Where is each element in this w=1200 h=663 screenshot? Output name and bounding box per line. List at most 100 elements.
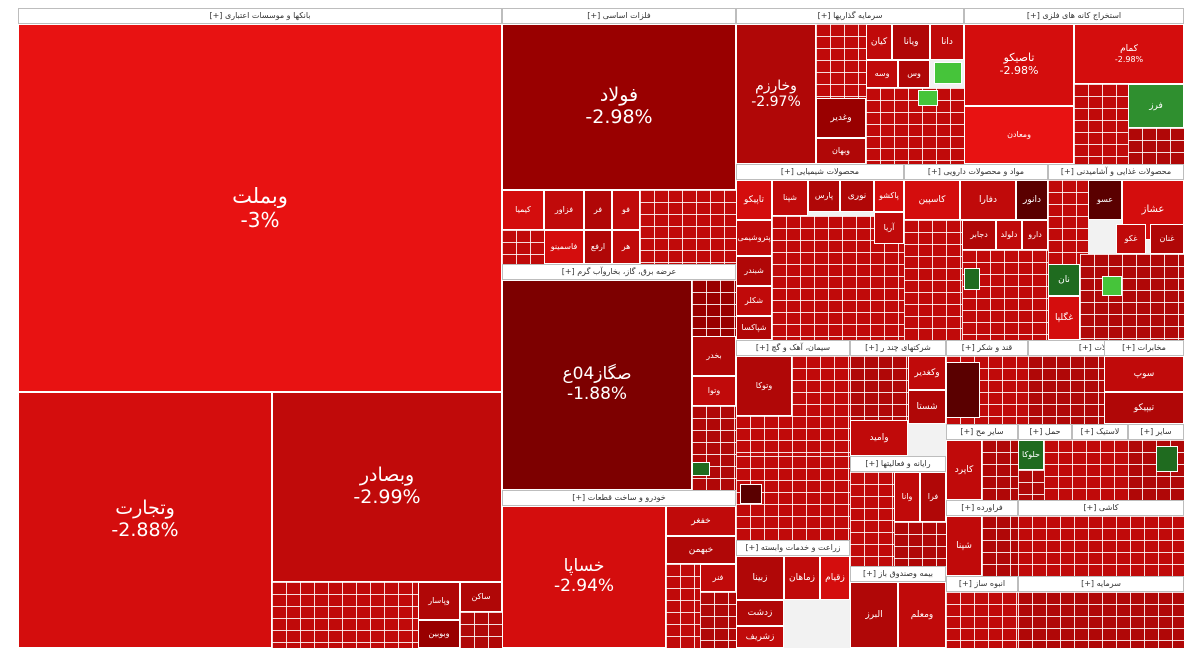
stock-tile[interactable]: وتوکا xyxy=(736,356,792,416)
stock-tile[interactable]: فو xyxy=(612,190,640,230)
sector-header[interactable]: فراورده [+] xyxy=(946,500,1018,516)
stock-tile[interactable]: تیپیکو xyxy=(1104,392,1184,424)
stock-tile[interactable]: فنر xyxy=(700,564,736,592)
stock-tile[interactable]: دارو xyxy=(1022,220,1048,250)
sector-header[interactable]: بیمه وصندوق باز [+] xyxy=(850,566,946,582)
sector-header[interactable]: محصولات غذایی و آشامیدنی [+] xyxy=(1048,164,1184,180)
sector-header[interactable]: مواد و محصولات دارویی [+] xyxy=(904,164,1048,180)
stock-tile[interactable]: پارس xyxy=(808,180,840,212)
minor-stock-tile[interactable] xyxy=(1156,446,1178,472)
stock-tile[interactable]: دفارا xyxy=(960,180,1016,220)
stock-tile[interactable]: فر xyxy=(584,190,612,230)
stock-tile[interactable]: بخدر xyxy=(692,336,736,376)
stock-tile[interactable]: دلولد xyxy=(996,220,1022,250)
stock-tile[interactable]: وبهان xyxy=(816,138,866,164)
stock-tile[interactable]: وتجارت -2.88% xyxy=(18,392,272,648)
sector-header[interactable]: فلزات اساسی [+] xyxy=(502,8,736,24)
stock-tile[interactable]: فزاور xyxy=(544,190,584,230)
stock-tile[interactable]: فاسمینو xyxy=(544,230,584,264)
stock-tile[interactable]: وبوبین xyxy=(418,620,460,648)
stock-tile[interactable]: وکغدیر xyxy=(908,356,946,390)
stock-tile[interactable]: وانا xyxy=(894,472,920,522)
minor-stock-tile[interactable] xyxy=(692,462,710,476)
sector-header[interactable]: سرمایه گذاریها [+] xyxy=(736,8,964,24)
sector-header[interactable]: قند و شکر [+] xyxy=(946,340,1028,356)
stock-tile[interactable]: دانور xyxy=(1016,180,1048,220)
stock-tile[interactable]: کیمیا xyxy=(502,190,544,230)
stock-tile[interactable]: وس xyxy=(898,60,930,88)
stock-tile[interactable]: البرز xyxy=(850,582,898,648)
sector-header[interactable]: حمل [+] xyxy=(1018,424,1072,440)
sector-header[interactable]: عرضه برق، گاز، بخاروآب گرم [+] xyxy=(502,264,736,280)
stock-tile[interactable]: خساپا -2.94% xyxy=(502,506,666,648)
stock-tile[interactable]: فرز xyxy=(1128,84,1184,128)
sector-header[interactable]: خودرو و ساخت قطعات [+] xyxy=(502,490,736,506)
stock-tile[interactable]: نوری xyxy=(840,180,874,212)
stock-tile[interactable]: زدشت xyxy=(736,600,784,626)
sector-header[interactable]: شرکتهای چند ر [+] xyxy=(850,340,946,356)
minor-stock-tile[interactable] xyxy=(918,90,938,106)
stock-tile[interactable]: وغدیر xyxy=(816,98,866,138)
stock-tile[interactable]: زماهان xyxy=(784,556,820,600)
sector-header[interactable]: سیمان، آهک و گچ [+] xyxy=(736,340,850,356)
stock-tile[interactable]: وامید xyxy=(850,420,908,456)
minor-stock-tile[interactable] xyxy=(964,268,980,290)
stock-tile[interactable]: وسه xyxy=(866,60,898,88)
sector-header[interactable]: مخابرات [+] xyxy=(1104,340,1184,356)
stock-tile[interactable]: شپنا xyxy=(772,180,808,216)
minor-stock-tile[interactable] xyxy=(740,484,762,504)
stock-tile[interactable]: تاپیکو xyxy=(736,180,772,220)
stock-tile[interactable]: وبملت -3% xyxy=(18,24,502,392)
stock-tile[interactable]: زقیام xyxy=(820,556,850,600)
sector-header[interactable]: لاستیک [+] xyxy=(1072,424,1128,440)
stock-tile[interactable]: ویانا xyxy=(892,24,930,60)
stock-tile[interactable]: کمام -2.98% xyxy=(1074,24,1184,84)
sector-header[interactable]: بانکها و موسسات اعتباری [+] xyxy=(18,8,502,24)
sector-header[interactable]: سرمایه [+] xyxy=(1018,576,1184,592)
stock-tile[interactable]: شکلر xyxy=(736,286,772,316)
stock-tile[interactable]: کاسپین xyxy=(904,180,960,220)
stock-tile[interactable]: ومعلم xyxy=(898,582,946,648)
sector-header[interactable]: زراعت و خدمات وابسته [+] xyxy=(736,540,850,556)
sector-header[interactable]: سایر [+] xyxy=(1128,424,1184,440)
stock-tile[interactable]: ارفع xyxy=(584,230,612,264)
stock-tile[interactable]: آریا xyxy=(874,212,904,244)
stock-tile[interactable]: غنان xyxy=(1150,224,1184,254)
stock-tile[interactable]: حلوکا xyxy=(1018,440,1044,470)
stock-tile[interactable]: کاپرد xyxy=(946,440,982,500)
stock-tile[interactable]: ساکن xyxy=(460,582,502,612)
stock-tile[interactable]: خفغر xyxy=(666,506,736,536)
stock-tile[interactable]: ومعادن xyxy=(964,106,1074,164)
sector-header[interactable]: محصولات شیمیایی [+] xyxy=(736,164,904,180)
minor-stock-tile[interactable] xyxy=(946,362,980,418)
sector-header[interactable]: استخراج کانه های فلزی [+] xyxy=(964,8,1184,24)
stock-tile[interactable]: فولاد -2.98% xyxy=(502,24,736,190)
minor-stock-tile[interactable] xyxy=(934,62,962,84)
stock-tile[interactable]: پتروشیمی xyxy=(736,220,772,256)
stock-tile[interactable]: شبندر xyxy=(736,256,772,286)
stock-tile[interactable]: شپاکسا xyxy=(736,316,772,340)
stock-tile[interactable]: دانا xyxy=(930,24,964,60)
stock-tile[interactable]: کیان xyxy=(866,24,892,60)
stock-tile[interactable]: وتوا xyxy=(692,376,736,406)
stock-tile[interactable]: ص​گ​ا​ز04ع -1.88% xyxy=(502,280,692,490)
stock-tile[interactable]: زبینا xyxy=(736,556,784,600)
stock-tile[interactable]: وبصادر -2.99% xyxy=(272,392,502,582)
stock-tile[interactable]: وپاسار xyxy=(418,582,460,620)
stock-tile[interactable]: شپنا xyxy=(946,516,982,576)
sector-header[interactable]: انبوه ساز [+] xyxy=(946,576,1018,592)
sector-header[interactable]: سایر مح [+] xyxy=(946,424,1018,440)
minor-stock-tile[interactable] xyxy=(1102,276,1122,296)
stock-tile[interactable]: شستا xyxy=(908,390,946,424)
stock-tile[interactable]: پاکشو xyxy=(874,180,904,212)
stock-tile[interactable]: تاصیکو -2.98% xyxy=(964,24,1074,106)
stock-tile[interactable]: غکو xyxy=(1116,224,1146,254)
stock-tile[interactable]: زشریف xyxy=(736,626,784,648)
stock-tile[interactable]: عسو xyxy=(1088,180,1122,220)
sector-header[interactable]: رایانه و فعالیتها [+] xyxy=(850,456,946,472)
stock-tile[interactable]: دجابر xyxy=(962,220,996,250)
stock-tile[interactable]: وخارزم -2.97% xyxy=(736,24,816,164)
stock-tile[interactable]: غگلپا xyxy=(1048,296,1080,340)
stock-tile[interactable]: فرا xyxy=(920,472,946,522)
stock-tile[interactable]: نان xyxy=(1048,264,1080,296)
